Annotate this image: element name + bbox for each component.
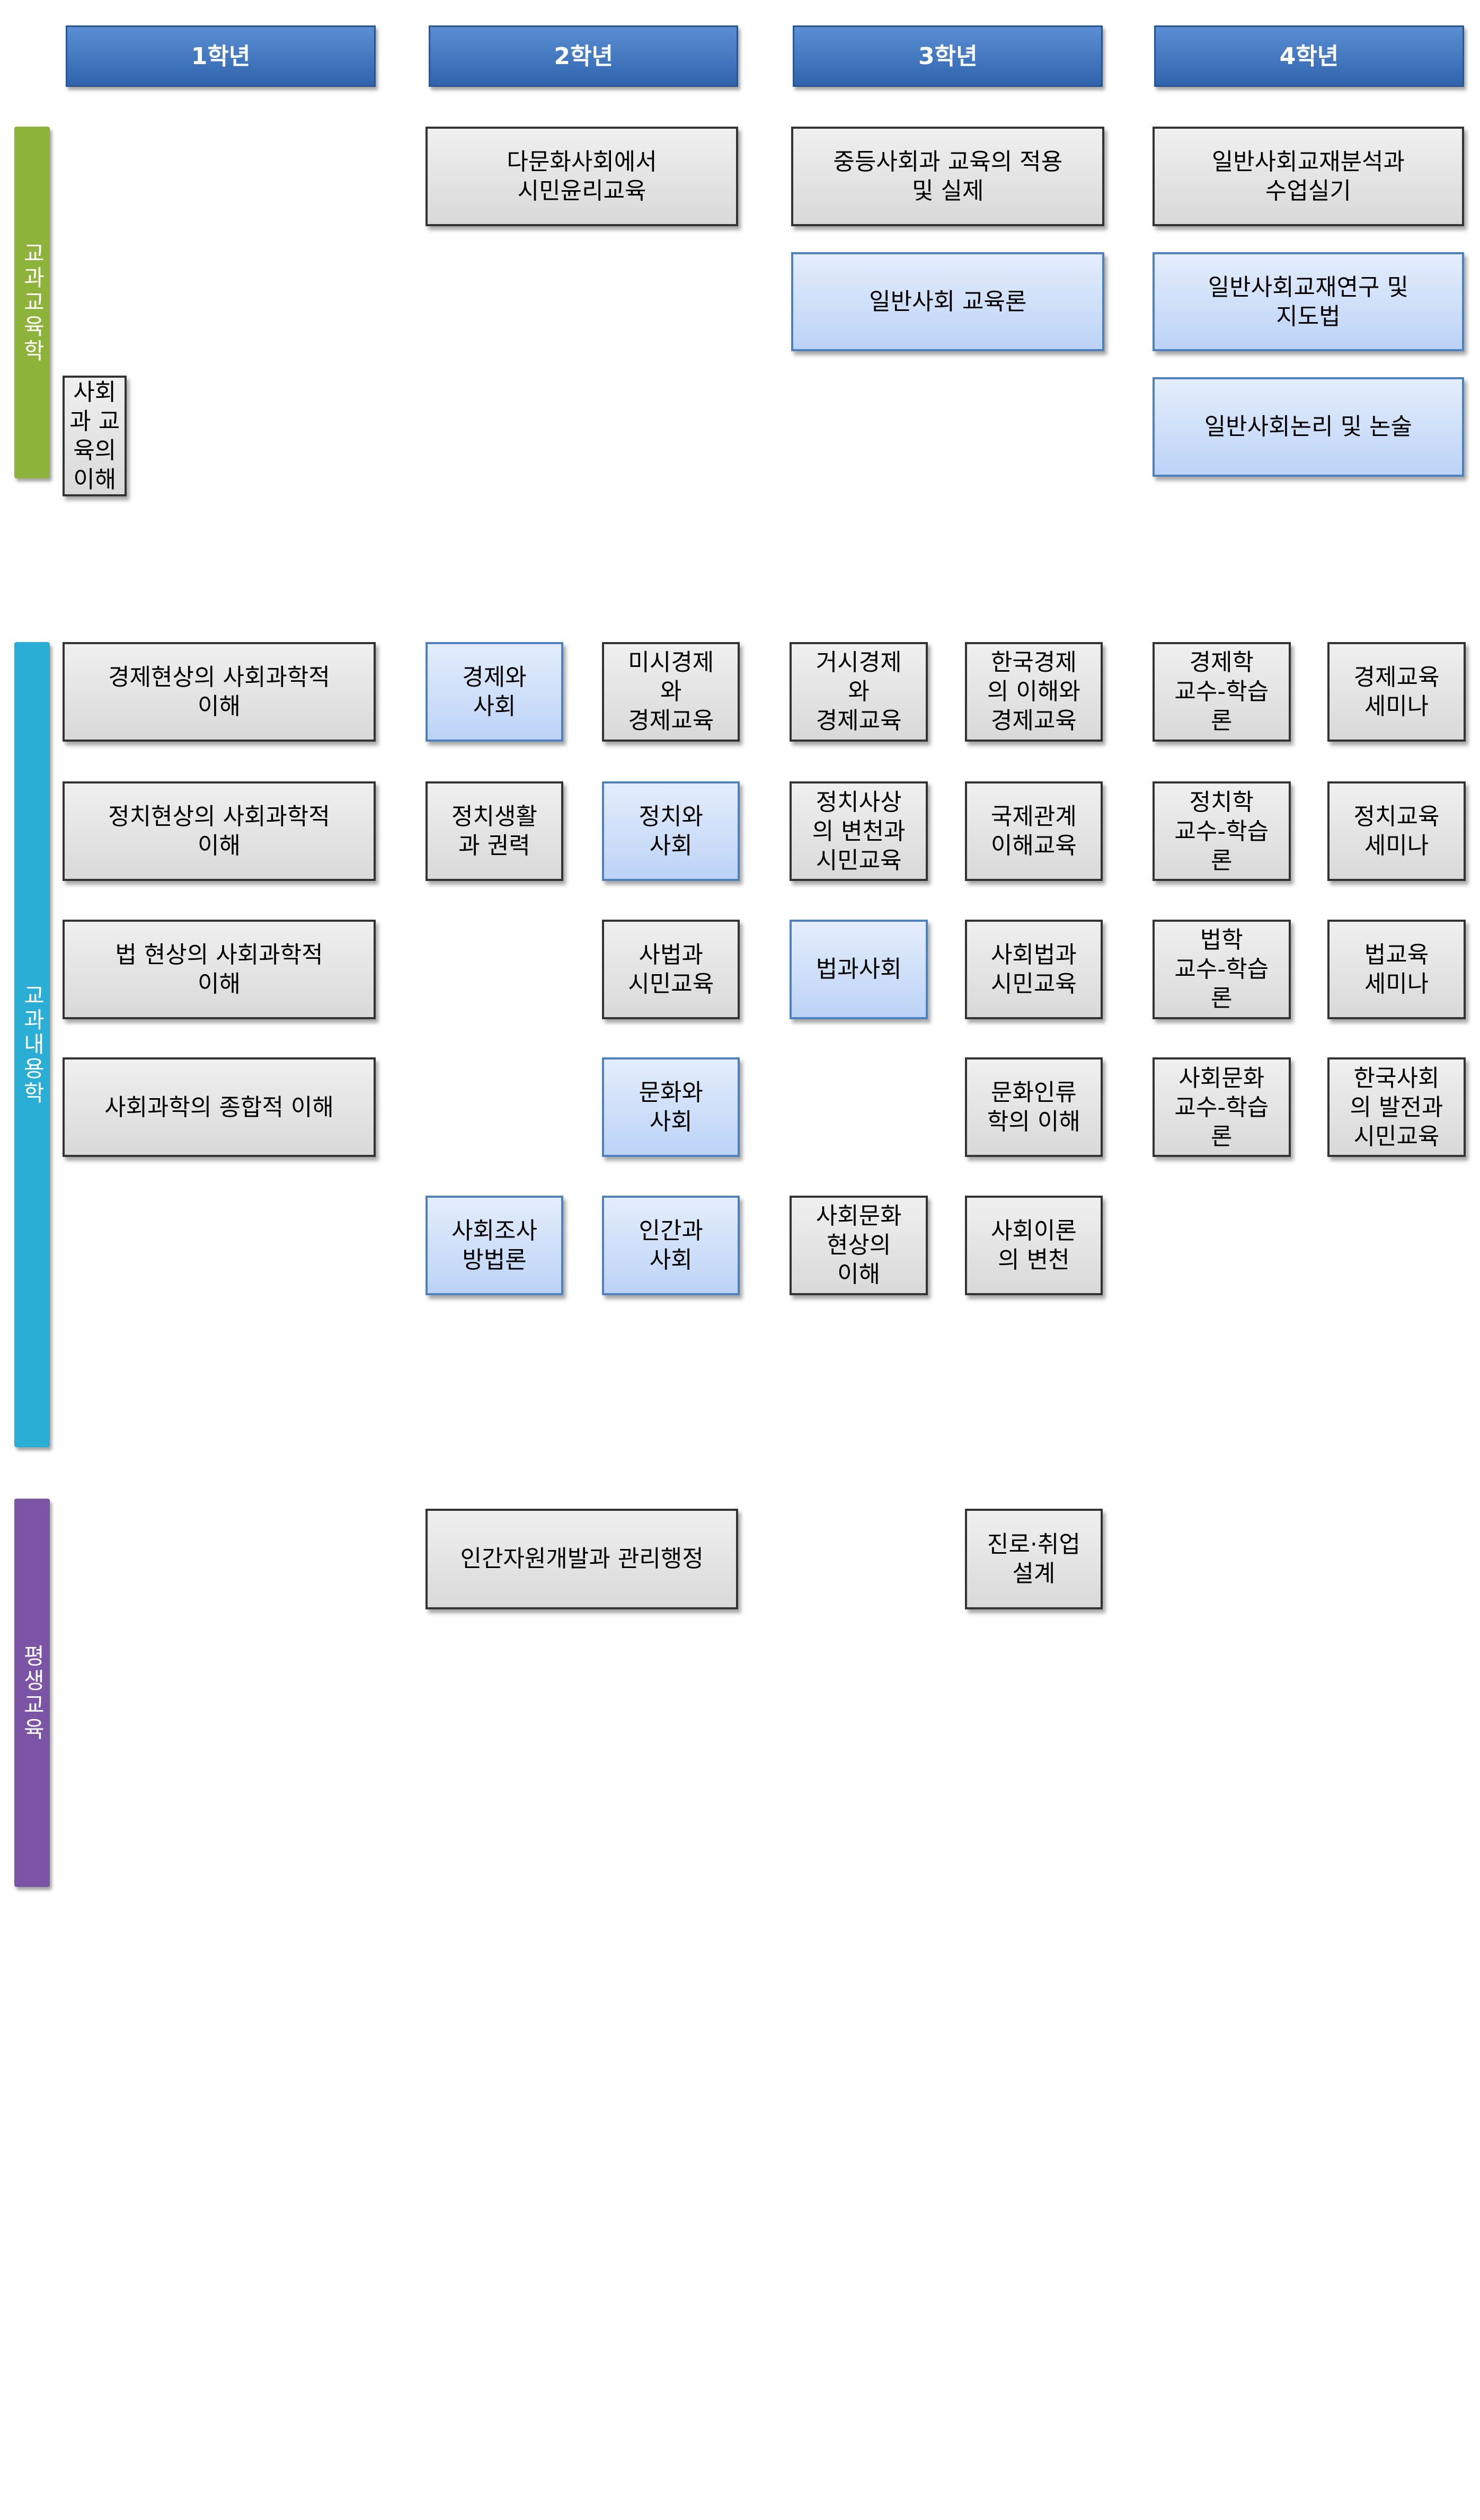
year-header: 4학년	[1154, 25, 1464, 87]
course-box: 사회문화 현상의 이해	[790, 1195, 928, 1295]
course-box: 사회이론 의 변천	[964, 1195, 1103, 1295]
course-box: 사회과 교육의 이해	[63, 375, 127, 496]
year-header: 3학년	[793, 25, 1103, 87]
course-box: 일반사회교재연구 및 지도법	[1153, 252, 1464, 352]
course-box: 사회문화 교수-학습 론	[1153, 1057, 1291, 1157]
course-box: 일반사회논리 및 논술	[1153, 377, 1464, 477]
course-box: 정치교육 세미나	[1327, 781, 1466, 881]
year-header: 2학년	[428, 25, 739, 87]
course-box: 다문화사회에서 시민윤리교육	[425, 127, 739, 227]
course-box: 경제와 사회	[425, 642, 564, 742]
course-box: 문화인류 학의 이해	[964, 1057, 1103, 1157]
course-box: 진로·취업 설계	[964, 1508, 1103, 1610]
course-box: 중등사회과 교육의 적용 및 실제	[791, 127, 1105, 227]
course-box: 문화와 사회	[601, 1057, 740, 1157]
course-box: 정치와 사회	[601, 781, 740, 881]
course-box: 법 현상의 사회과학적 이해	[63, 919, 376, 1019]
section-label: 평생교육	[14, 1499, 50, 1887]
course-box: 경제현상의 사회과학적 이해	[63, 642, 376, 742]
year-header: 1학년	[66, 25, 376, 87]
course-box: 사법과 시민교육	[601, 919, 740, 1019]
course-box: 거시경제 와 경제교육	[790, 642, 928, 742]
course-box: 정치학 교수-학습 론	[1153, 781, 1291, 881]
course-box: 정치현상의 사회과학적 이해	[63, 781, 376, 881]
course-box: 일반사회교재분석과 수업실기	[1153, 127, 1464, 227]
course-box: 인간자원개발과 관리행정	[425, 1508, 739, 1610]
course-box: 법교육 세미나	[1327, 919, 1466, 1019]
course-box: 일반사회 교육론	[791, 252, 1105, 352]
course-box: 사회조사 방법론	[425, 1195, 564, 1295]
course-box: 한국경제 의 이해와 경제교육	[964, 642, 1103, 742]
course-box: 경제교육 세미나	[1327, 642, 1466, 742]
course-box: 정치사상 의 변천과 시민교육	[790, 781, 928, 881]
course-box: 사회법과 시민교육	[964, 919, 1103, 1019]
course-box: 인간과 사회	[601, 1195, 740, 1295]
course-box: 법과사회	[790, 919, 928, 1019]
section-label: 교과내용학	[14, 642, 50, 1448]
course-box: 사회과학의 종합적 이해	[63, 1057, 376, 1157]
course-box: 경제학 교수-학습 론	[1153, 642, 1291, 742]
course-box: 정치생활 과 권력	[425, 781, 564, 881]
course-box: 법학 교수-학습 론	[1153, 919, 1291, 1019]
course-box: 한국사회 의 발전과 시민교육	[1327, 1057, 1466, 1157]
course-box: 미시경제 와 경제교육	[601, 642, 740, 742]
section-label: 교과교육학	[14, 127, 50, 478]
course-box: 국제관계 이해교육	[964, 781, 1103, 881]
